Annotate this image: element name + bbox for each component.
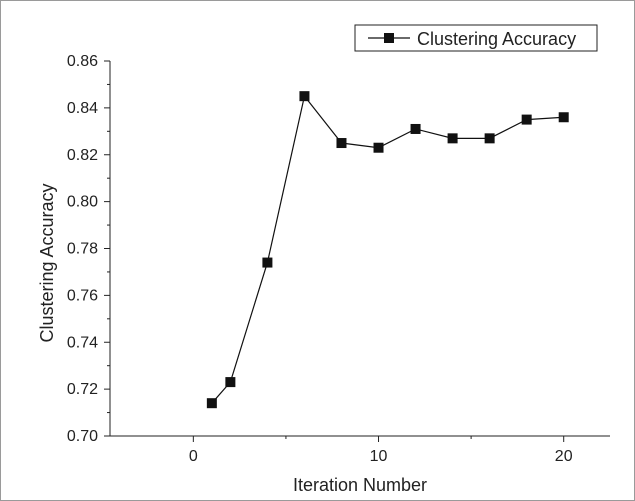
x-axis-title: Iteration Number	[293, 475, 427, 495]
series-layer	[206, 91, 569, 409]
y-tick-label: 0.70	[67, 428, 98, 445]
y-axis-ticks: 0.70 0.72 0.74 0.76 0.78 0.80 0.82 0.84 0.86	[67, 53, 110, 445]
x-tick-label: 20	[555, 448, 573, 465]
y-tick-label: 0.78	[67, 241, 98, 258]
data-point	[447, 133, 458, 144]
plot-axes	[109, 61, 610, 437]
y-tick-label: 0.84	[67, 100, 98, 117]
x-tick-label: 10	[370, 448, 388, 465]
data-point	[558, 112, 569, 123]
legend: Clustering Accuracy	[354, 24, 598, 52]
y-tick-label: 0.72	[67, 381, 98, 398]
data-point	[521, 114, 532, 125]
x-axis-ticks: 0 10 20	[189, 436, 573, 465]
y-tick-label: 0.86	[67, 53, 98, 70]
legend-marker-square	[384, 33, 394, 43]
y-tick-label: 0.80	[67, 194, 98, 211]
data-point	[336, 138, 347, 149]
y-tick-label: 0.76	[67, 287, 98, 304]
data-point	[410, 123, 421, 134]
data-point	[484, 133, 495, 144]
data-point	[299, 91, 310, 102]
data-point	[373, 142, 384, 153]
y-tick-label: 0.74	[67, 334, 98, 351]
x-tick-label: 0	[189, 448, 198, 465]
y-tick-label: 0.82	[67, 147, 98, 164]
data-point	[225, 377, 236, 388]
legend-label: Clustering Accuracy	[417, 29, 576, 49]
data-point	[262, 257, 273, 268]
data-point	[206, 398, 217, 409]
series-line	[211, 94, 564, 404]
y-axis-title: Clustering Accuracy	[37, 183, 57, 342]
